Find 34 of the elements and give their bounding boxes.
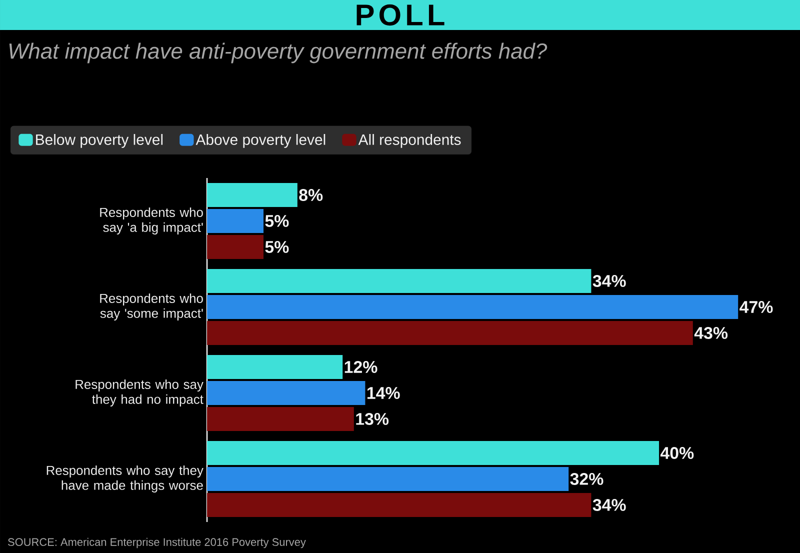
bar xyxy=(207,320,693,345)
chart-title: POLL xyxy=(356,4,444,26)
data-label: 12% xyxy=(344,361,378,373)
data-label: 5% xyxy=(265,215,289,227)
bar xyxy=(207,440,660,465)
chart-subtitle: What impact have anti-poverty government efforts had? xyxy=(9,42,548,64)
data-label: 47% xyxy=(740,301,773,313)
bar xyxy=(207,268,592,293)
bar xyxy=(207,380,366,405)
bar xyxy=(207,406,354,431)
data-label: 32% xyxy=(570,472,604,485)
data-label: 34% xyxy=(592,274,626,287)
bar xyxy=(207,294,738,319)
y-tick-label: Respondents who say 'some impact' xyxy=(100,293,203,320)
bar xyxy=(207,182,298,207)
bar xyxy=(207,492,592,517)
data-label: 43% xyxy=(694,326,728,339)
y-tick-label: Respondents who say 'a big impact' xyxy=(100,207,203,234)
bar xyxy=(207,466,569,491)
bar xyxy=(207,354,343,379)
legend-label: Above poverty level xyxy=(196,134,326,148)
data-label: 5% xyxy=(265,241,289,253)
data-label: 13% xyxy=(356,412,389,425)
data-label: 8% xyxy=(299,188,323,201)
bar xyxy=(207,234,264,259)
data-label: 40% xyxy=(660,446,694,459)
bar xyxy=(207,208,264,233)
y-tick-label: Respondents who say they have made things worse xyxy=(46,465,204,492)
legend-label: Below poverty level xyxy=(36,134,163,148)
data-label: 14% xyxy=(367,387,400,399)
data-label: 34% xyxy=(592,498,626,511)
source-note: SOURCE: American Enterprise Institute 2016 Poverty Survey xyxy=(8,538,306,548)
y-tick-label: Respondents who say they had no impact xyxy=(76,379,204,406)
legend-label: All respondents xyxy=(358,134,461,148)
